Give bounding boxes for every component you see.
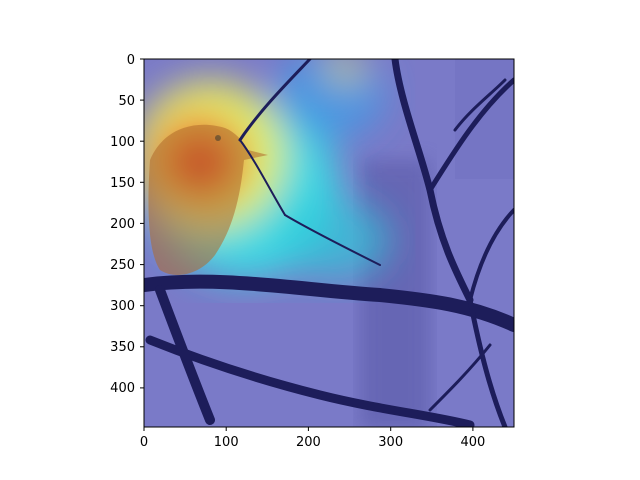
y-tick-label: 200	[110, 217, 135, 232]
y-tick-label: 50	[118, 94, 135, 109]
heatmap-image	[144, 59, 514, 427]
y-tick-label: 0	[127, 53, 135, 68]
x-axis: 0 100 200 300 400	[140, 427, 485, 450]
x-tick-label: 0	[140, 435, 148, 450]
branches	[144, 59, 514, 427]
y-tick-label: 100	[110, 135, 135, 150]
axes-frame	[143, 58, 515, 428]
y-tick-label: 250	[110, 258, 135, 273]
y-tick-label: 150	[110, 176, 135, 191]
x-tick-label: 400	[460, 435, 485, 450]
y-tick-label: 350	[110, 340, 135, 355]
y-axis: 0 50 100 150 200 250 300 350 400	[110, 53, 144, 396]
x-tick-label: 200	[296, 435, 321, 450]
x-tick-label: 100	[214, 435, 239, 450]
bird-shape	[148, 124, 268, 275]
x-tick-label: 300	[378, 435, 403, 450]
y-tick-label: 400	[110, 381, 135, 396]
y-tick-label: 300	[110, 299, 135, 314]
